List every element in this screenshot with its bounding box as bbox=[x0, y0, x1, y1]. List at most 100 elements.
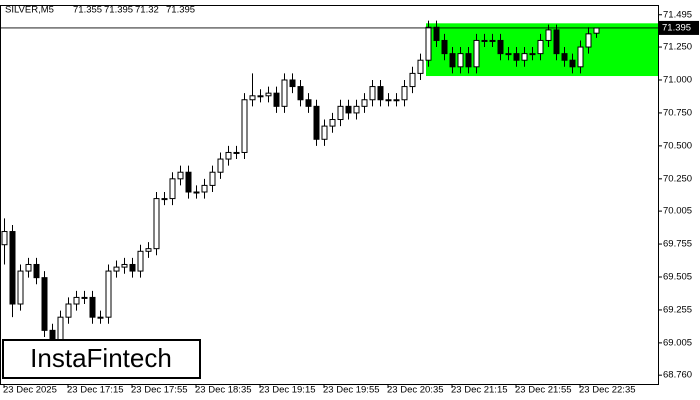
candle-body bbox=[553, 29, 560, 55]
candle-body bbox=[281, 79, 288, 107]
candle-body bbox=[577, 46, 584, 68]
candle-body bbox=[233, 151, 240, 154]
candle-body bbox=[369, 86, 376, 101]
candle-body bbox=[321, 125, 328, 140]
y-tick-label: 70.750 bbox=[663, 107, 692, 118]
candle-body bbox=[97, 316, 104, 319]
x-tick-label: 23 Dec 2025 bbox=[3, 385, 57, 396]
candle-body bbox=[129, 263, 136, 272]
candle-body bbox=[257, 95, 264, 98]
candle-body bbox=[209, 171, 216, 186]
candle-body bbox=[417, 59, 424, 74]
candle-body bbox=[17, 270, 24, 305]
candle-body bbox=[33, 263, 40, 279]
watermark: InstaFintech bbox=[30, 343, 172, 373]
candle-body bbox=[561, 53, 568, 61]
header-high: 71.395 bbox=[104, 5, 133, 16]
y-tick-label: 69.255 bbox=[663, 304, 692, 315]
candle-body bbox=[161, 198, 168, 201]
y-tick-label: 70.005 bbox=[663, 206, 692, 217]
candle-body bbox=[569, 59, 576, 68]
y-tick-label: 69.755 bbox=[663, 239, 692, 250]
candle-body bbox=[105, 270, 112, 318]
y-tick-label: 71.250 bbox=[663, 42, 692, 53]
candle-body bbox=[353, 105, 360, 114]
watermark-box: InstaFintech bbox=[2, 339, 201, 379]
candle-body bbox=[241, 99, 248, 153]
candle-body bbox=[177, 171, 184, 180]
y-tick-label: 68.760 bbox=[663, 370, 692, 381]
header-low: 71.32 bbox=[135, 5, 159, 16]
candle-body bbox=[497, 39, 504, 55]
candle-body bbox=[289, 79, 296, 88]
candle-body bbox=[337, 105, 344, 121]
x-tick-label: 23 Dec 21:55 bbox=[515, 385, 572, 396]
candle-body bbox=[505, 53, 512, 56]
y-tick-label: 71.000 bbox=[663, 74, 692, 85]
watermark-frame bbox=[2, 339, 201, 379]
candle-body bbox=[273, 92, 280, 107]
candle-body bbox=[153, 198, 160, 250]
candle-body bbox=[345, 105, 352, 114]
candle-body bbox=[113, 266, 120, 272]
candle-body bbox=[465, 53, 472, 68]
x-tick-label: 23 Dec 19:15 bbox=[259, 385, 316, 396]
header: SILVER,M5 71.355 71.395 71.32 71.395 bbox=[5, 5, 195, 16]
candle-body bbox=[433, 26, 440, 41]
y-tick-label: 69.505 bbox=[663, 272, 692, 283]
header-open: 71.355 bbox=[73, 5, 102, 16]
candle-body bbox=[9, 231, 16, 305]
plot-frame bbox=[0, 5, 659, 385]
candle-body bbox=[121, 263, 128, 268]
price-label: 71.395 bbox=[662, 22, 691, 33]
candle-body bbox=[593, 27, 600, 34]
candle-body bbox=[217, 158, 224, 173]
candle-body bbox=[489, 39, 496, 42]
candle-body bbox=[25, 263, 32, 272]
candle-body bbox=[329, 119, 336, 127]
candle-body bbox=[265, 92, 272, 97]
candle-body bbox=[513, 53, 520, 61]
candle-body bbox=[249, 95, 256, 101]
candle-body bbox=[545, 29, 552, 41]
candle-body bbox=[169, 178, 176, 200]
candle-body bbox=[377, 86, 384, 101]
candle-body bbox=[401, 86, 408, 101]
candle-body bbox=[537, 39, 544, 55]
x-tick-label: 23 Dec 18:35 bbox=[195, 385, 252, 396]
candle-body bbox=[297, 86, 304, 101]
candle-body bbox=[385, 99, 392, 102]
x-tick-label: 23 Dec 21:15 bbox=[451, 385, 508, 396]
candle-body bbox=[145, 248, 152, 252]
price-label-box bbox=[659, 20, 699, 35]
y-tick-label: 70.500 bbox=[663, 140, 692, 151]
x-tick-label: 23 Dec 17:15 bbox=[67, 385, 124, 396]
header-close: 71.395 bbox=[166, 5, 195, 16]
y-tick-label: 70.250 bbox=[663, 173, 692, 184]
candle-body bbox=[473, 39, 480, 68]
candle-body bbox=[73, 296, 80, 305]
x-tick-label: 23 Dec 22:35 bbox=[579, 385, 636, 396]
candle-body bbox=[457, 53, 464, 68]
x-tick-label: 23 Dec 19:55 bbox=[323, 385, 380, 396]
candle-body bbox=[41, 277, 48, 331]
candle-body bbox=[185, 171, 192, 193]
candle-body bbox=[1, 231, 8, 246]
candle-body bbox=[393, 99, 400, 102]
x-tick-label: 23 Dec 17:55 bbox=[131, 385, 188, 396]
y-tick-label: 69.005 bbox=[663, 337, 692, 348]
candle-body bbox=[305, 99, 312, 107]
candle-body bbox=[481, 39, 488, 42]
candle-body bbox=[65, 303, 72, 318]
candle-body bbox=[425, 26, 432, 61]
candle-body bbox=[361, 99, 368, 107]
candle-body bbox=[225, 151, 232, 160]
candle-body bbox=[529, 53, 536, 56]
candle-body bbox=[313, 105, 320, 140]
candle-body bbox=[585, 33, 592, 48]
candle-body bbox=[193, 191, 200, 194]
candle-body bbox=[409, 72, 416, 88]
candle-body bbox=[441, 39, 448, 55]
candle-body bbox=[89, 296, 96, 318]
